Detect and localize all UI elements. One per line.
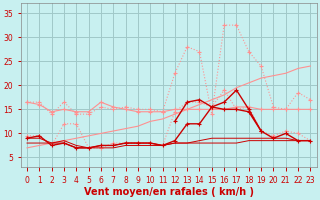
X-axis label: Vent moyen/en rafales ( km/h ): Vent moyen/en rafales ( km/h ) <box>84 187 254 197</box>
